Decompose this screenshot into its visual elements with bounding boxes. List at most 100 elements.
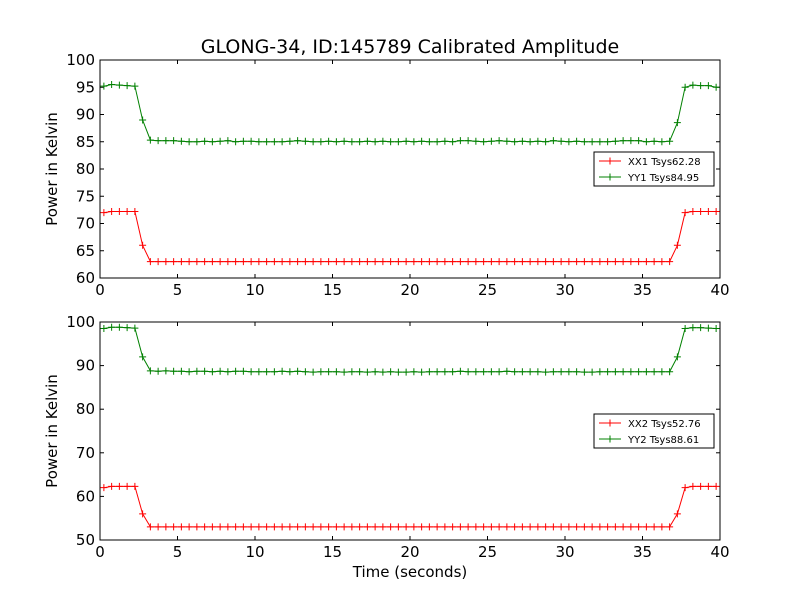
data-point xyxy=(425,258,433,266)
legend-marker xyxy=(606,173,614,181)
data-point xyxy=(596,138,604,146)
data-point xyxy=(418,368,426,376)
data-point xyxy=(247,368,255,376)
data-point xyxy=(635,368,643,376)
data-point xyxy=(201,137,209,145)
data-point xyxy=(379,523,387,531)
x-tick-label: 5 xyxy=(173,281,183,299)
data-point xyxy=(472,523,480,531)
data-point xyxy=(666,137,674,145)
data-point xyxy=(456,258,464,266)
data-point xyxy=(689,482,697,490)
data-point xyxy=(487,523,495,531)
data-point xyxy=(658,258,666,266)
data-point xyxy=(348,368,356,376)
data-point xyxy=(170,258,178,266)
data-point xyxy=(123,82,131,90)
data-point xyxy=(704,482,712,490)
x-tick-label: 15 xyxy=(323,543,342,561)
data-point xyxy=(580,138,588,146)
data-point xyxy=(379,137,387,145)
data-point xyxy=(301,137,309,145)
x-tick-label: 25 xyxy=(478,543,497,561)
y-tick-label: 90 xyxy=(76,357,95,375)
data-point xyxy=(549,137,557,145)
data-point xyxy=(480,368,488,376)
data-point xyxy=(704,324,712,332)
data-point xyxy=(115,482,123,490)
data-point xyxy=(526,368,534,376)
y-tick-label: 85 xyxy=(76,133,95,151)
data-point xyxy=(464,523,472,531)
data-point xyxy=(356,138,364,146)
data-point xyxy=(704,208,712,216)
data-point xyxy=(123,482,131,490)
data-point xyxy=(325,368,333,376)
data-point xyxy=(317,258,325,266)
data-point xyxy=(387,368,395,376)
data-point xyxy=(480,523,488,531)
data-point xyxy=(596,258,604,266)
data-point xyxy=(177,367,185,375)
data-point xyxy=(255,258,263,266)
x-tick-label: 10 xyxy=(245,281,264,299)
y-tick-label: 50 xyxy=(76,531,95,549)
data-point xyxy=(642,523,650,531)
data-point xyxy=(317,138,325,146)
data-point xyxy=(464,258,472,266)
data-point xyxy=(247,258,255,266)
data-point xyxy=(193,258,201,266)
data-point xyxy=(619,137,627,145)
data-point xyxy=(542,258,550,266)
x-axis-label: Time (seconds) xyxy=(352,563,468,581)
data-point xyxy=(115,208,123,216)
data-point xyxy=(131,482,139,490)
data-point xyxy=(270,258,278,266)
data-point xyxy=(224,368,232,376)
y-tick-label: 80 xyxy=(76,400,95,418)
data-point xyxy=(363,523,371,531)
data-point xyxy=(673,241,681,249)
data-point xyxy=(580,258,588,266)
data-point xyxy=(503,137,511,145)
data-point xyxy=(100,82,108,90)
data-point xyxy=(673,353,681,361)
data-point xyxy=(611,368,619,376)
data-point xyxy=(673,510,681,518)
data-point xyxy=(402,368,410,376)
data-point xyxy=(472,368,480,376)
data-point xyxy=(371,138,379,146)
data-point xyxy=(131,208,139,216)
x-tick-label: 25 xyxy=(478,281,497,299)
y-axis-label: Power in Kelvin xyxy=(43,112,61,226)
data-point xyxy=(565,258,573,266)
data-point xyxy=(332,523,340,531)
data-point xyxy=(619,258,627,266)
data-point xyxy=(588,258,596,266)
data-point xyxy=(627,368,635,376)
x-tick-label: 0 xyxy=(95,543,105,561)
data-point xyxy=(573,368,581,376)
x-tick-label: 30 xyxy=(555,543,574,561)
data-point xyxy=(534,137,542,145)
data-point xyxy=(294,137,302,145)
data-point xyxy=(139,510,147,518)
data-point xyxy=(456,137,464,145)
data-point xyxy=(611,137,619,145)
data-point xyxy=(627,523,635,531)
data-point xyxy=(371,258,379,266)
legend-entry-label: YY2 Tsys88.61 xyxy=(627,435,699,446)
legend-entry-label: XX2 Tsys52.76 xyxy=(628,419,701,430)
data-point xyxy=(534,368,542,376)
data-point xyxy=(232,258,240,266)
data-point xyxy=(301,523,309,531)
data-point xyxy=(658,138,666,146)
data-point xyxy=(100,484,108,492)
data-point xyxy=(511,138,519,146)
data-point xyxy=(503,258,511,266)
legend-entry-label: YY1 Tsys84.95 xyxy=(627,173,699,184)
data-point xyxy=(332,368,340,376)
data-point xyxy=(449,368,457,376)
data-point xyxy=(565,523,573,531)
data-point xyxy=(712,482,720,490)
